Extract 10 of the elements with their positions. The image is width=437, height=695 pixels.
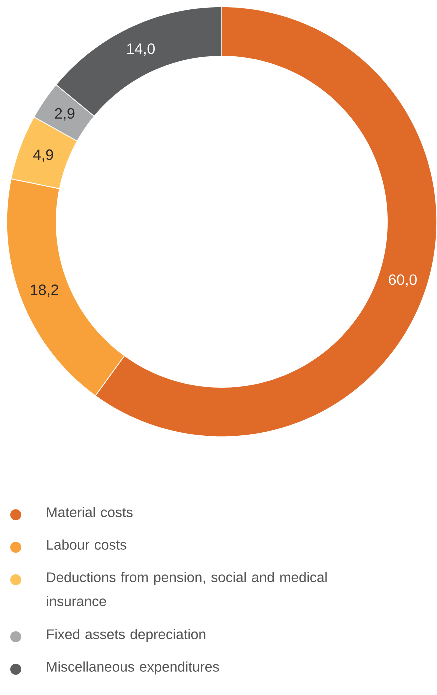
legend-label: Material costs (47, 507, 133, 518)
legend-label: Labour costs (47, 540, 126, 550)
data-label: 4,9 (33, 150, 54, 162)
legend-label: Fixed assets depreciation (47, 629, 206, 642)
data-label: 2,9 (55, 108, 74, 121)
legend-label: Miscellaneous expenditures (47, 662, 220, 675)
data-label: 18,2 (31, 284, 58, 298)
data-label: 14,0 (127, 44, 155, 56)
data-label: 60,0 (388, 274, 417, 287)
legend-label: Deductions from pension, social and medical insurance (46, 572, 327, 606)
